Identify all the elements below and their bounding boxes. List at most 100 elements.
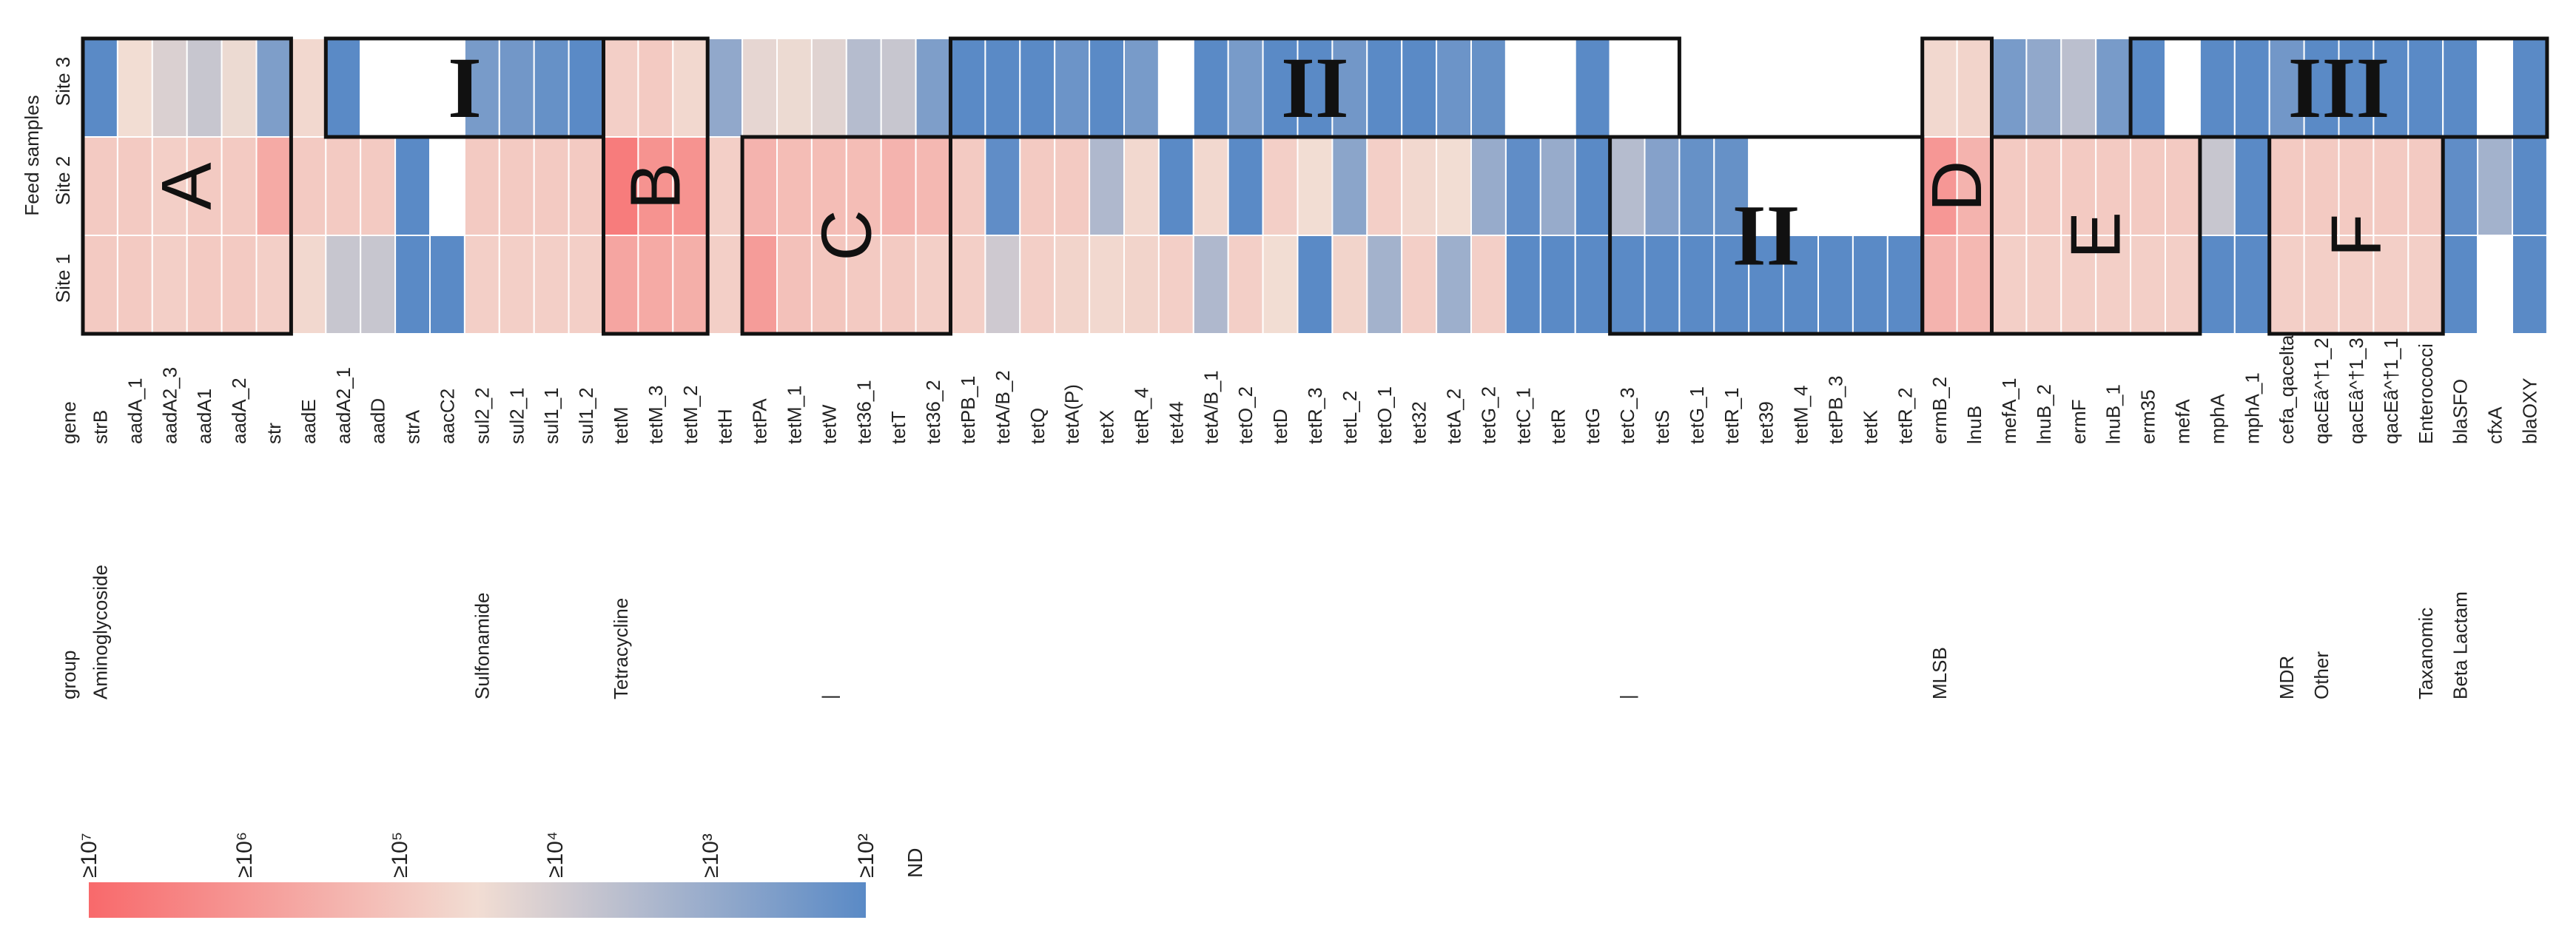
gene-label: ermB_2: [1928, 377, 1951, 444]
cell-site-3-48: [1748, 38, 1785, 138]
cell-site-2-56: [2025, 136, 2062, 236]
cell-site-2-13: [533, 136, 570, 236]
cell-site-3-44: [1609, 38, 1646, 138]
cell-site-3-5: [255, 38, 292, 138]
cell-site-3-37: [1366, 38, 1403, 138]
cell-site-3-3: [186, 38, 223, 138]
cell-site-1-14: [568, 235, 605, 335]
cell-site-3-2: [151, 38, 188, 138]
cell-site-3-33: [1227, 38, 1264, 138]
cell-site-2-44: [1609, 136, 1646, 236]
gene-label: tetG_1: [1686, 386, 1708, 444]
cell-site-1-24: [915, 235, 952, 335]
legend-tick-label: ≥10⁶: [232, 832, 257, 878]
cell-site-1-60: [2165, 235, 2201, 335]
block-label-8: III: [2288, 39, 2390, 136]
gene-label: tetD: [1269, 409, 1291, 444]
cell-site-2-5: [255, 136, 292, 236]
cell-site-2-37: [1366, 136, 1403, 236]
gene-label: tet44: [1165, 401, 1187, 444]
group-label-3: |: [818, 694, 840, 699]
cell-site-1-23: [880, 235, 917, 335]
gene-label: sul1_2: [575, 387, 597, 444]
cell-site-3-19: [741, 38, 778, 138]
cell-site-3-18: [707, 38, 744, 138]
cell-site-3-61: [2199, 38, 2236, 138]
gene-label: tetM_3: [645, 386, 667, 445]
cell-site-1-59: [2130, 235, 2167, 335]
cell-site-1-27: [1019, 235, 1056, 335]
cell-site-1-68: [2442, 235, 2479, 335]
cell-site-2-0: [82, 136, 118, 236]
gene-label: sul1_1: [540, 387, 562, 444]
cell-site-3-31: [1157, 38, 1194, 138]
gene-label: qacEâ^†1_2: [2310, 338, 2333, 444]
cell-site-3-6: [290, 38, 327, 138]
gene-label: tetPA: [749, 398, 771, 444]
cell-site-1-11: [463, 235, 500, 335]
row-label-site-1: Site 1: [52, 254, 74, 303]
cell-site-2-32: [1192, 136, 1229, 236]
gene-label: Enterococci: [2415, 343, 2437, 444]
cell-site-3-29: [1089, 38, 1125, 138]
cell-site-3-16: [637, 38, 674, 138]
gene-label: aadA2_1: [332, 367, 354, 444]
cell-site-1-45: [1644, 235, 1681, 335]
gene-label: tet36_2: [922, 380, 944, 444]
gene-label: ermF: [2068, 399, 2090, 444]
gene-label: tetW: [818, 404, 840, 444]
cell-site-1-53: [1921, 235, 1958, 335]
gene-label: tet32: [1408, 401, 1430, 444]
cell-site-1-63: [2268, 235, 2305, 335]
gene-label: blaSFO: [2449, 379, 2472, 444]
cell-site-1-28: [1054, 235, 1091, 335]
gene-label: tetR_1: [1721, 387, 1743, 444]
cell-site-2-1: [116, 136, 153, 236]
gene-label: tetO_1: [1373, 386, 1396, 444]
cell-site-1-38: [1401, 235, 1438, 335]
cell-site-2-3: [186, 136, 223, 236]
cell-site-1-26: [984, 235, 1021, 335]
cell-site-3-57: [2060, 38, 2097, 138]
cell-site-3-23: [880, 38, 917, 138]
gene-label: aacC2: [436, 389, 458, 444]
cell-site-2-14: [568, 136, 605, 236]
cell-site-1-19: [741, 235, 778, 335]
group-label-4: |: [1616, 694, 1638, 699]
group-label-0: Aminoglycoside: [89, 565, 111, 699]
cell-site-2-55: [1991, 136, 2028, 236]
cell-site-3-68: [2442, 38, 2479, 138]
cell-site-2-31: [1157, 136, 1194, 236]
row-label-site-3: Site 3: [52, 57, 74, 107]
gene-label: aadA_2: [228, 377, 250, 444]
cell-site-1-41: [1504, 235, 1541, 335]
gene-header: gene: [58, 401, 80, 444]
cell-site-1-36: [1331, 235, 1368, 335]
gene-label: tetO_2: [1234, 386, 1257, 444]
cell-site-3-17: [672, 38, 709, 138]
block-label-9: F: [2316, 214, 2395, 258]
block-outline-2: [602, 36, 710, 336]
block-label-5: II: [1732, 187, 1800, 284]
cell-site-1-44: [1609, 235, 1646, 335]
cell-site-3-67: [2407, 38, 2444, 138]
cell-site-2-66: [2372, 136, 2409, 236]
cell-site-2-12: [498, 136, 535, 236]
gene-label: aadA_1: [124, 377, 146, 444]
block-label-4: II: [1281, 39, 1349, 136]
cell-site-2-25: [949, 136, 986, 236]
cell-site-1-65: [2338, 235, 2375, 335]
cell-site-1-43: [1574, 235, 1611, 335]
block-outline-0: [81, 36, 293, 336]
group-label-8: Taxanomic: [2415, 608, 2437, 699]
cell-site-2-30: [1123, 136, 1160, 236]
cell-site-2-11: [463, 136, 500, 236]
cell-site-2-17: [672, 136, 709, 236]
cell-site-1-18: [707, 235, 744, 335]
gene-label: strB: [89, 410, 111, 444]
cell-site-3-27: [1019, 38, 1056, 138]
cell-site-2-29: [1089, 136, 1125, 236]
gene-label: tetL_2: [1339, 391, 1361, 444]
legend-nd-label: ND: [904, 848, 927, 878]
